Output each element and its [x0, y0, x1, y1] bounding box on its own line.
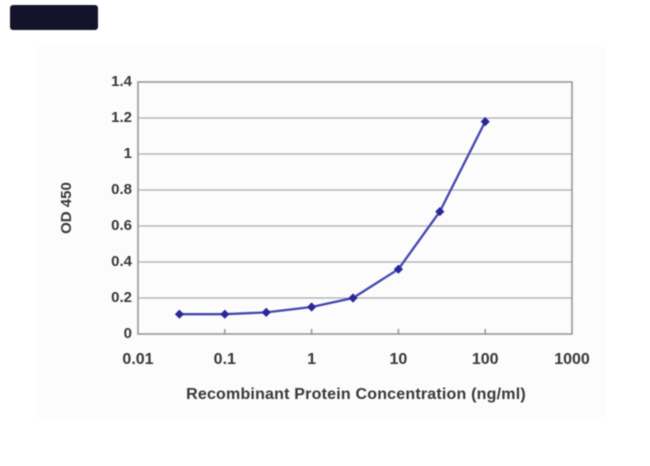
x-tick-label: 1000 — [554, 351, 590, 368]
x-tick-label: 1 — [307, 351, 317, 368]
x-axis-title: Recombinant Protein Concentration (ng/ml… — [186, 386, 526, 403]
logo-box — [10, 5, 98, 30]
data-point-marker — [435, 207, 445, 217]
y-axis-title: OD 450 — [58, 182, 75, 234]
x-tick-label: 0.1 — [213, 351, 236, 368]
y-tick-label: 1.2 — [111, 109, 132, 126]
chart-background — [36, 47, 606, 417]
x-tick-label: 10 — [389, 351, 408, 368]
data-point-marker — [174, 309, 185, 319]
y-tick-label: 0 — [123, 325, 132, 342]
plot-frame — [137, 81, 573, 335]
y-tick-label: 0.6 — [111, 217, 132, 234]
data-line — [178, 120, 487, 316]
y-tick-label: 0.8 — [111, 181, 132, 198]
y-tick-label: 0.4 — [111, 253, 132, 270]
data-point-marker — [348, 293, 358, 303]
data-point-marker — [307, 302, 317, 312]
y-tick-label: 0.2 — [111, 289, 132, 306]
x-tick-label: 100 — [471, 351, 499, 368]
y-tick-label: 1 — [123, 145, 132, 162]
data-point-marker — [220, 309, 230, 319]
x-tick-label: 0.01 — [122, 351, 154, 368]
y-tick-label: 1.4 — [111, 73, 132, 90]
data-point-marker — [480, 117, 490, 127]
data-point-marker — [261, 307, 271, 317]
data-point-marker — [393, 264, 403, 274]
